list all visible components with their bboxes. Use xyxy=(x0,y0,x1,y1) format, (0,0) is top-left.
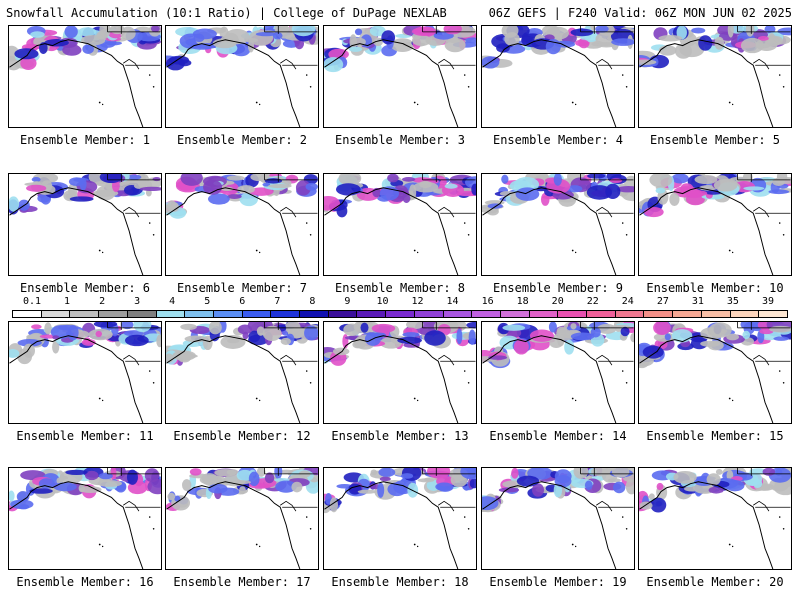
legend-tick-label: 27 xyxy=(656,296,669,307)
ensemble-map-11 xyxy=(8,321,162,424)
legend-tick-label: 12 xyxy=(411,296,424,307)
legend-swatch xyxy=(500,311,530,317)
ensemble-map-12 xyxy=(165,321,319,424)
legend-swatch xyxy=(13,311,42,317)
legend-swatch xyxy=(41,311,71,317)
ensemble-member-label: Ensemble Member: 20 xyxy=(646,575,784,589)
ensemble-member-label: Ensemble Member: 9 xyxy=(492,281,624,295)
ensemble-member-label: Ensemble Member: 11 xyxy=(16,429,154,443)
ensemble-map-8 xyxy=(323,173,477,276)
legend-swatch xyxy=(701,311,731,317)
ensemble-member-label: Ensemble Member: 7 xyxy=(176,281,308,295)
ensemble-member-label: Ensemble Member: 4 xyxy=(492,133,624,147)
ensemble-member-label: Ensemble Member: 10 xyxy=(646,281,784,295)
ensemble-map-3 xyxy=(323,25,477,128)
legend-tick-label: 24 xyxy=(621,296,634,307)
ensemble-member-label: Ensemble Member: 18 xyxy=(331,575,469,589)
legend-swatch xyxy=(759,311,787,317)
legend-tick-label: 18 xyxy=(516,296,529,307)
ensemble-map-16 xyxy=(8,467,162,570)
ensemble-map-7 xyxy=(165,173,319,276)
ensemble-map-15 xyxy=(638,321,792,424)
legend-swatch xyxy=(357,311,387,317)
ensemble-member-label: Ensemble Member: 6 xyxy=(19,281,151,295)
ensemble-map-1 xyxy=(8,25,162,128)
legend-tick-label: 7 xyxy=(274,296,281,307)
ensemble-map-4 xyxy=(481,25,635,128)
legend-tick-label: 3 xyxy=(134,296,141,307)
ensemble-member-label: Ensemble Member: 5 xyxy=(649,133,781,147)
ensemble-map-17 xyxy=(165,467,319,570)
legend-swatch xyxy=(615,311,645,317)
page-title: Snowfall Accumulation (10:1 Ratio) | Col… xyxy=(6,6,447,20)
legend-tick-label: 5 xyxy=(204,296,211,307)
legend-tick-label: 22 xyxy=(586,296,599,307)
legend-swatch xyxy=(587,311,616,317)
legend-tick-label: 2 xyxy=(99,296,106,307)
legend-swatch xyxy=(213,311,243,317)
run-valid-time: 06Z GEFS | F240 Valid: 06Z MON JUN 02 20… xyxy=(488,6,792,20)
ensemble-map-20 xyxy=(638,467,792,570)
legend-swatch xyxy=(99,311,128,317)
ensemble-member-label: Ensemble Member: 14 xyxy=(489,429,627,443)
legend-swatch xyxy=(271,311,301,317)
ensemble-member-label: Ensemble Member: 15 xyxy=(646,429,784,443)
ensemble-map-5 xyxy=(638,25,792,128)
legend-swatch xyxy=(127,311,157,317)
snowfall-legend: 0.1 1 2 3 4 5 6 7 8 9 10 12 14 16 18 20 22 24 27 31 35 39 xyxy=(12,296,788,318)
legend-swatch xyxy=(185,311,214,317)
legend-swatch xyxy=(300,311,329,317)
ensemble-map-14 xyxy=(481,321,635,424)
ensemble-member-label: Ensemble Member: 3 xyxy=(334,133,466,147)
ensemble-member-label: Ensemble Member: 12 xyxy=(173,429,311,443)
legend-swatch xyxy=(443,311,473,317)
legend-tick-label: 0.1 xyxy=(22,296,42,307)
legend-tick-label: 16 xyxy=(481,296,494,307)
ensemble-member-label: Ensemble Member: 16 xyxy=(16,575,154,589)
legend-swatch xyxy=(70,311,100,317)
legend-tick-label: 1 xyxy=(64,296,71,307)
legend-swatch xyxy=(558,311,588,317)
ensemble-member-label: Ensemble Member: 1 xyxy=(19,133,151,147)
legend-swatch xyxy=(472,311,501,317)
legend-swatch xyxy=(242,311,272,317)
ensemble-map-13 xyxy=(323,321,477,424)
ensemble-map-9 xyxy=(481,173,635,276)
ensemble-map-6 xyxy=(8,173,162,276)
legend-tick-label: 4 xyxy=(169,296,176,307)
ensemble-map-2 xyxy=(165,25,319,128)
legend-swatch xyxy=(156,311,186,317)
legend-tick-label: 31 xyxy=(691,296,704,307)
legend-colorbar xyxy=(12,310,788,318)
ensemble-map-19 xyxy=(481,467,635,570)
legend-swatch xyxy=(730,311,760,317)
ensemble-member-label: Ensemble Member: 8 xyxy=(334,281,466,295)
ensemble-member-label: Ensemble Member: 13 xyxy=(331,429,469,443)
legend-swatch xyxy=(673,311,702,317)
legend-tick-label: 20 xyxy=(551,296,564,307)
ensemble-map-10 xyxy=(638,173,792,276)
legend-swatch xyxy=(414,311,444,317)
legend-tick-label: 6 xyxy=(239,296,246,307)
legend-tick-label: 14 xyxy=(446,296,459,307)
legend-tick-label: 39 xyxy=(761,296,775,307)
legend-swatch xyxy=(644,311,674,317)
legend-tick-label: 8 xyxy=(309,296,316,307)
ensemble-member-label: Ensemble Member: 17 xyxy=(173,575,311,589)
ensemble-map-18 xyxy=(323,467,477,570)
ensemble-member-label: Ensemble Member: 19 xyxy=(489,575,627,589)
legend-swatch xyxy=(386,311,415,317)
legend-swatch xyxy=(328,311,358,317)
legend-tick-label: 10 xyxy=(376,296,389,307)
legend-tick-label: 9 xyxy=(344,296,351,307)
legend-swatch xyxy=(529,311,559,317)
legend-tick-label: 35 xyxy=(726,296,739,307)
ensemble-member-label: Ensemble Member: 2 xyxy=(176,133,308,147)
